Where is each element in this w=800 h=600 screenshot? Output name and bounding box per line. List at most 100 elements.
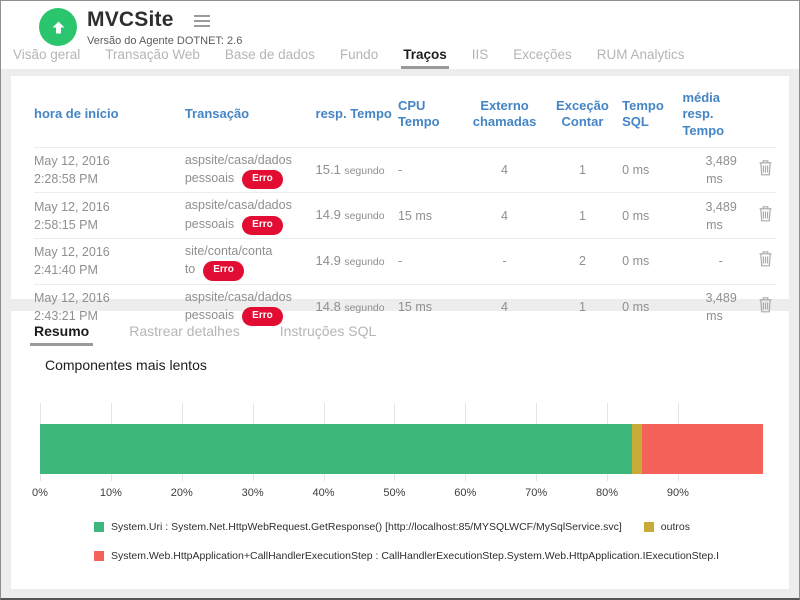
external-calls-value: 4 xyxy=(466,192,547,239)
bar-segment-2[interactable] xyxy=(642,424,763,474)
x-tick-label: 90% xyxy=(666,487,689,499)
title-block: MVCSite Versão do Agente DOTNET: 2.6 xyxy=(87,8,242,47)
error-badge: Erro xyxy=(242,169,283,190)
error-badge: Erro xyxy=(242,306,283,327)
agent-version: Versão do Agente DOTNET: 2.6 xyxy=(87,35,243,47)
transaction-name: pessoais xyxy=(184,170,235,185)
bar-segment-1[interactable] xyxy=(631,424,643,474)
tab-tracos[interactable]: Traços xyxy=(401,47,449,69)
legend-label: System.Web.HttpApplication+CallHandlerEx… xyxy=(111,550,720,562)
avg-resp-unit: ms xyxy=(706,217,723,232)
trace-row[interactable]: May 12, 2016 2:41:40 PM site/conta/conta … xyxy=(34,238,776,285)
trash-icon xyxy=(759,160,772,176)
delete-trace-button[interactable] xyxy=(740,146,776,193)
tab-base-de-dados[interactable]: Base de dados xyxy=(224,47,315,62)
col-avg-resp-time[interactable]: média resp. Tempo xyxy=(682,90,725,138)
resp-time-unit: segundo xyxy=(344,301,385,314)
traces-table: hora de início Transação resp. Tempo CPU… xyxy=(34,80,776,330)
x-tick-label: 50% xyxy=(383,487,406,499)
trace-row[interactable]: May 12, 2016 2:28:58 PM aspsite/casa/dado… xyxy=(34,146,776,193)
x-tick-label: 80% xyxy=(596,487,619,499)
x-tick-label: 10% xyxy=(99,487,122,499)
resp-time-unit: segundo xyxy=(344,210,385,223)
x-tick-label: 70% xyxy=(525,487,548,499)
exception-count-value: 1 xyxy=(546,146,623,193)
x-tick-label: 0% xyxy=(32,487,48,499)
delete-trace-button[interactable] xyxy=(740,238,776,285)
col-cpu-time[interactable]: CPU Tempo xyxy=(397,98,440,130)
error-badge: Erro xyxy=(242,215,283,235)
start-date: May 12, 2016 xyxy=(34,199,110,214)
tab-iis[interactable]: IIS xyxy=(471,47,489,62)
sql-time-value: 0 ms xyxy=(622,192,683,239)
legend-swatch-green xyxy=(94,522,104,532)
sql-time-value: 0 ms xyxy=(622,238,683,285)
avg-resp-value: 3,489 xyxy=(705,290,737,305)
sql-time-value: 0 ms xyxy=(622,146,683,193)
col-external-calls[interactable]: Externo chamadas xyxy=(472,98,537,130)
x-tick-label: 30% xyxy=(241,487,264,499)
col-resp-time[interactable]: resp. Tempo xyxy=(315,106,392,122)
legend-swatch-red xyxy=(94,551,104,561)
tab-excecoes[interactable]: Exceções xyxy=(513,47,572,62)
table-header-row: hora de início Transação resp. Tempo CPU… xyxy=(34,80,776,147)
avg-resp-value: 3,489 xyxy=(705,199,737,214)
avg-resp-unit: ms xyxy=(706,308,723,323)
col-actions xyxy=(741,80,776,147)
start-date: May 12, 2016 xyxy=(34,245,110,260)
tab-instrucoes-sql[interactable]: Instruções SQL xyxy=(279,323,377,339)
traces-table-card: hora de início Transação resp. Tempo CPU… xyxy=(11,76,789,330)
col-start-time[interactable]: hora de início xyxy=(34,106,119,122)
menu-icon[interactable] xyxy=(193,8,210,27)
legend-label: outros xyxy=(660,521,690,533)
trace-row[interactable]: May 12, 2016 2:58:15 PM aspsite/casa/dado… xyxy=(34,192,776,239)
external-calls-value: 4 xyxy=(466,146,547,193)
start-date: May 12, 2016 xyxy=(34,290,110,305)
resp-time-unit: segundo xyxy=(344,255,385,268)
avg-resp-value: 3,489 xyxy=(705,153,737,168)
legend-item: System.Uri : System.Net.HttpWebRequest.G… xyxy=(94,521,622,533)
bar-segment-0[interactable] xyxy=(40,424,632,474)
page-title: MVCSite xyxy=(87,8,174,31)
start-time: 2:58:15 PM xyxy=(34,217,98,232)
col-sql-time[interactable]: Tempo SQL xyxy=(622,98,664,130)
col-exception-count[interactable]: Exceção Contar xyxy=(556,98,609,130)
summary-card: Resumo Rastrear detalhes Instruções SQL … xyxy=(11,311,789,589)
tab-rastrear-detalhes[interactable]: Rastrear detalhes xyxy=(129,323,240,339)
resp-time-value: 15.1 xyxy=(315,161,341,177)
trash-icon xyxy=(759,297,772,313)
start-time: 2:41:40 PM xyxy=(34,263,98,278)
detail-tabs: Resumo Rastrear detalhes Instruções SQL xyxy=(30,323,769,346)
delete-trace-button[interactable] xyxy=(740,192,776,239)
transaction-name: aspsite/casa/dados xyxy=(184,289,292,304)
app-logo xyxy=(39,8,77,46)
tab-resumo[interactable]: Resumo xyxy=(30,323,94,346)
avg-resp-value: - xyxy=(718,254,723,269)
chart-title: Componentes mais lentos xyxy=(45,357,207,373)
cpu-time-value: - xyxy=(397,238,467,285)
header: MVCSite Versão do Agente DOTNET: 2.6 Vis… xyxy=(1,1,799,69)
tab-transacao-web[interactable]: Transação Web xyxy=(105,47,200,62)
tab-fundo[interactable]: Fundo xyxy=(339,47,379,62)
start-date: May 12, 2016 xyxy=(34,153,110,168)
transaction-name: to xyxy=(184,262,196,277)
transaction-name: aspsite/casa/dados xyxy=(184,152,292,167)
x-tick-label: 20% xyxy=(170,487,193,499)
external-calls-value: - xyxy=(466,238,547,285)
x-tick-label: 60% xyxy=(454,487,477,499)
main-tabs: Visão geral Transação Web Base de dados … xyxy=(11,47,708,69)
tab-rum-analytics[interactable]: RUM Analytics xyxy=(596,47,685,62)
tab-visao-geral[interactable]: Visão geral xyxy=(13,47,81,62)
resp-time-unit: segundo xyxy=(344,164,385,177)
up-arrow-icon xyxy=(52,21,64,33)
stacked-bar xyxy=(40,424,763,474)
cpu-time-value: - xyxy=(397,146,467,193)
transaction-name: pessoais xyxy=(184,307,235,322)
resp-time-value: 14.8 xyxy=(315,298,341,314)
start-time: 2:43:21 PM xyxy=(34,308,98,323)
resp-time-value: 14.9 xyxy=(315,207,341,223)
error-badge: Erro xyxy=(203,261,244,281)
cpu-time-value: 15 ms xyxy=(397,192,467,239)
col-transaction[interactable]: Transação xyxy=(184,106,250,122)
